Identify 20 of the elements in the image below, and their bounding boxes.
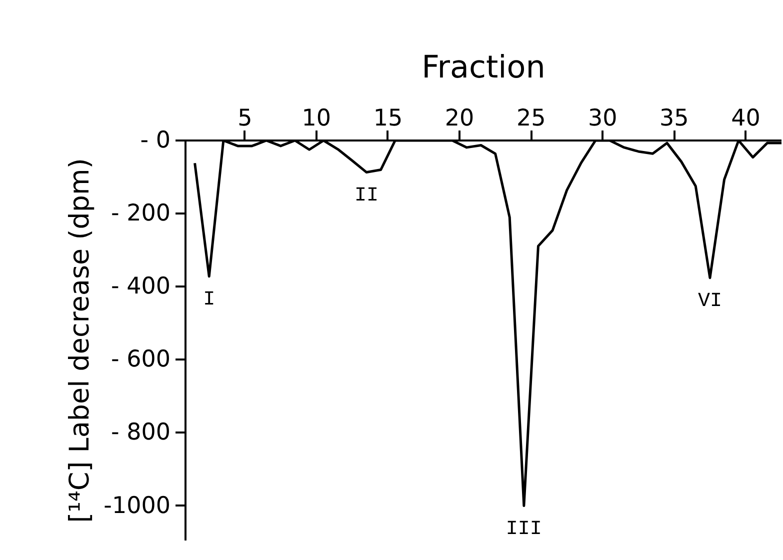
annotation: III bbox=[506, 518, 542, 541]
x-axis-title: Fraction bbox=[422, 50, 546, 86]
x-tick-label: 25 bbox=[516, 106, 546, 132]
y-tick-label: - 400 bbox=[110, 274, 171, 300]
annotation: II bbox=[354, 184, 379, 208]
x-tick-label: 30 bbox=[588, 106, 618, 132]
x-tick-label: 20 bbox=[444, 106, 474, 132]
y-tick-label: - 200 bbox=[110, 200, 171, 227]
y-tick-label: - 600 bbox=[110, 346, 171, 373]
y-tick-label: - 0 bbox=[140, 128, 171, 154]
annotation: I bbox=[203, 288, 216, 312]
annotation: VI bbox=[698, 290, 722, 313]
x-tick-label: 35 bbox=[660, 106, 689, 132]
y-tick-label: -1000 bbox=[104, 492, 171, 519]
x-tick-label: 40 bbox=[731, 106, 760, 132]
x-tick-label: 15 bbox=[373, 106, 403, 132]
y-tick-label: - 800 bbox=[110, 420, 171, 446]
y-axis-title: [¹⁴C] Label decrease (dpm) bbox=[64, 158, 96, 523]
x-tick-label: 5 bbox=[238, 106, 252, 132]
x-tick-label: 10 bbox=[302, 106, 332, 132]
